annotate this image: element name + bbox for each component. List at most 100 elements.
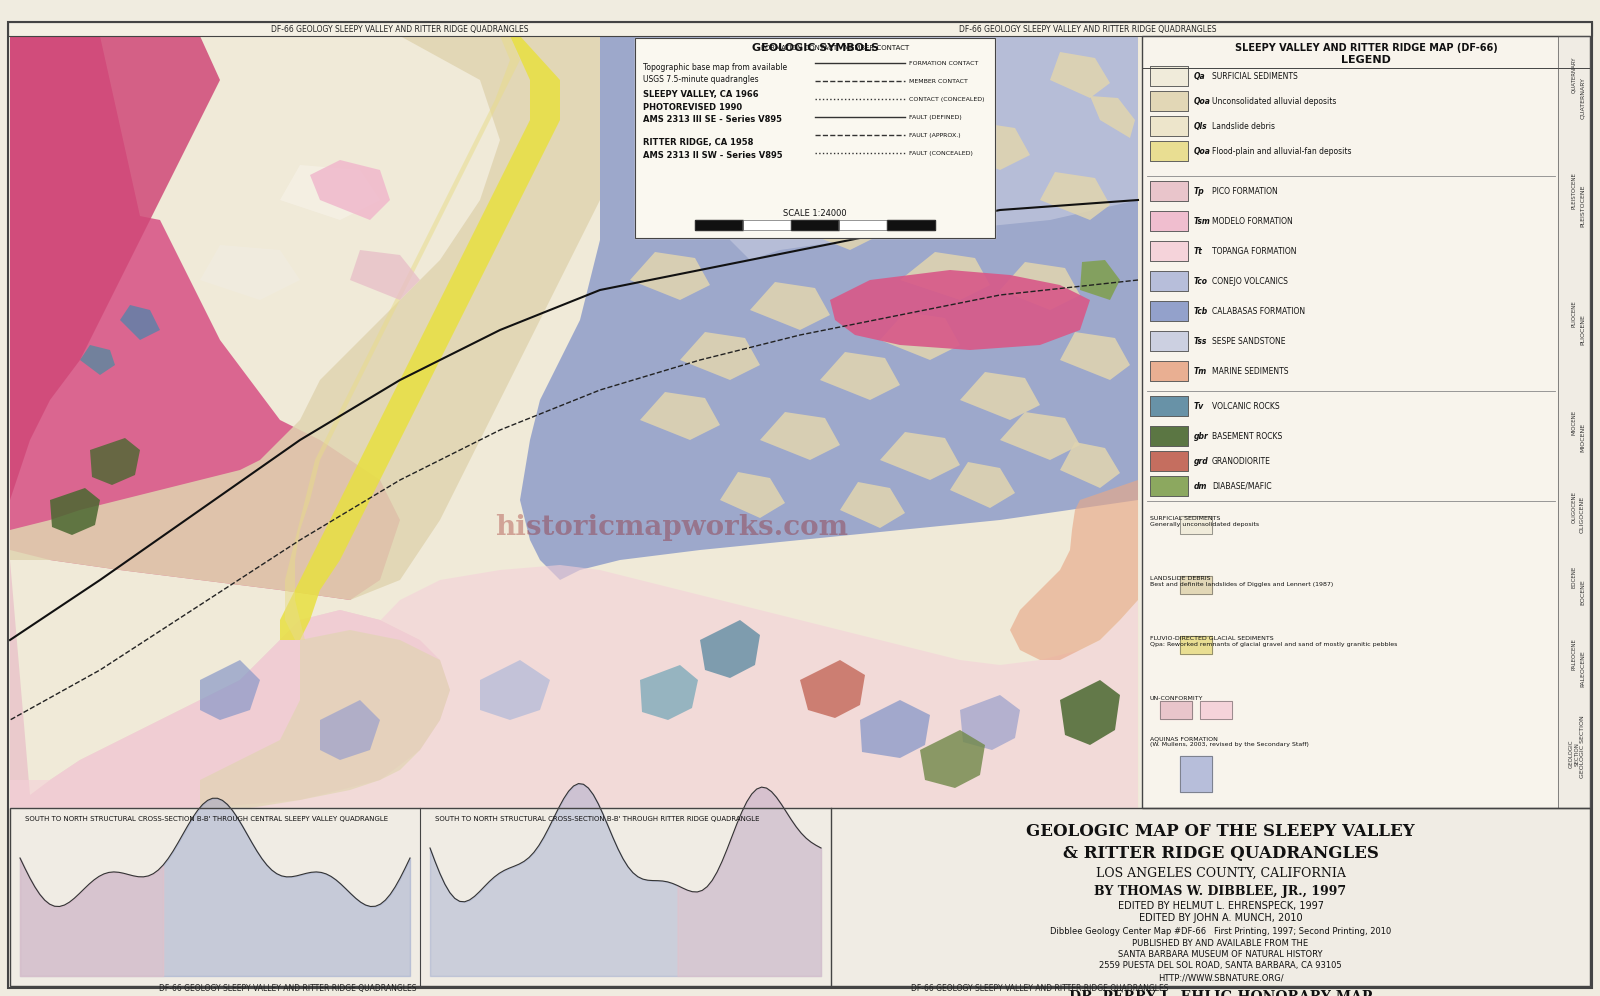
Polygon shape — [730, 36, 1138, 260]
Polygon shape — [661, 172, 739, 220]
Polygon shape — [310, 160, 390, 220]
Text: EOCENE: EOCENE — [1581, 579, 1586, 605]
Text: SURFICIAL SEDIMENTS: SURFICIAL SEDIMENTS — [1213, 72, 1298, 81]
Text: PLIOCENE: PLIOCENE — [1571, 301, 1576, 328]
Bar — [1181, 516, 1213, 534]
Bar — [10, 36, 1138, 808]
Text: PLEISTOCENE: PLEISTOCENE — [1571, 172, 1576, 209]
Text: GEOLOGIC MAP OF THE SLEEPY VALLEY: GEOLOGIC MAP OF THE SLEEPY VALLEY — [1026, 823, 1414, 840]
Polygon shape — [720, 132, 790, 180]
Polygon shape — [830, 270, 1090, 350]
Polygon shape — [520, 36, 1138, 580]
Bar — [1150, 91, 1187, 111]
Polygon shape — [680, 332, 760, 380]
Text: Tm: Tm — [1194, 367, 1208, 375]
Polygon shape — [640, 72, 710, 120]
Polygon shape — [960, 695, 1021, 750]
Polygon shape — [285, 36, 520, 640]
Bar — [1150, 141, 1187, 161]
Bar — [1142, 36, 1590, 808]
Polygon shape — [800, 202, 880, 250]
Text: BY THOMAS W. DIBBLEE, JR., 1997: BY THOMAS W. DIBBLEE, JR., 1997 — [1094, 885, 1347, 898]
Text: Topographic base map from available
USGS 7.5-minute quadrangles: Topographic base map from available USGS… — [643, 63, 787, 84]
Text: TOPANGA FORMATION: TOPANGA FORMATION — [1213, 246, 1296, 256]
Text: EOCENE: EOCENE — [1571, 566, 1576, 588]
Polygon shape — [760, 412, 840, 460]
Text: FAULT (APPROX.): FAULT (APPROX.) — [909, 132, 960, 137]
Bar — [1181, 756, 1213, 792]
Bar — [1160, 701, 1192, 719]
Text: MARINE SEDIMENTS: MARINE SEDIMENTS — [1213, 367, 1288, 375]
Polygon shape — [630, 252, 710, 300]
Text: EDITED BY HELMUT L. EHRENSPECK, 1997: EDITED BY HELMUT L. EHRENSPECK, 1997 — [1117, 901, 1323, 911]
Polygon shape — [350, 250, 419, 300]
Text: Unconsolidated alluvial deposits: Unconsolidated alluvial deposits — [1213, 97, 1336, 106]
Text: Flood-plain and alluvial-fan deposits: Flood-plain and alluvial-fan deposits — [1213, 146, 1352, 155]
Bar — [1142, 36, 1590, 808]
Bar — [838, 220, 886, 230]
Text: MODELO FORMATION: MODELO FORMATION — [1213, 216, 1293, 225]
Text: MIOCENE: MIOCENE — [1581, 423, 1586, 452]
Bar — [694, 220, 742, 230]
Bar — [1150, 331, 1187, 351]
Text: EDITED BY JOHN A. MUNCH, 2010: EDITED BY JOHN A. MUNCH, 2010 — [1139, 913, 1302, 923]
Polygon shape — [320, 700, 381, 760]
Text: FORMATION CONTACT: FORMATION CONTACT — [909, 61, 978, 66]
Text: GEOLOGIC
SECTION: GEOLOGIC SECTION — [1568, 740, 1579, 768]
Bar — [1181, 636, 1213, 654]
Text: grd: grd — [1194, 456, 1208, 465]
Polygon shape — [200, 630, 450, 808]
Polygon shape — [1080, 260, 1120, 300]
Polygon shape — [701, 620, 760, 678]
Text: SOUTH TO NORTH STRUCTURAL CROSS-SECTION B-B' THROUGH RITTER RIDGE QUADRANGLE: SOUTH TO NORTH STRUCTURAL CROSS-SECTION … — [435, 816, 760, 822]
Bar — [1142, 36, 1590, 68]
Bar — [10, 808, 1590, 986]
Polygon shape — [280, 36, 560, 640]
Text: OLIGOCENE: OLIGOCENE — [1581, 496, 1586, 533]
Text: CONTACT (CONCEALED): CONTACT (CONCEALED) — [909, 97, 984, 102]
Text: DF-66 GEOLOGY SLEEPY VALLEY AND RITTER RIDGE QUADRANGLES: DF-66 GEOLOGY SLEEPY VALLEY AND RITTER R… — [160, 983, 416, 992]
Bar — [790, 220, 838, 230]
Bar — [1181, 576, 1213, 594]
Bar — [1181, 756, 1213, 792]
Polygon shape — [1059, 332, 1130, 380]
Polygon shape — [1059, 442, 1120, 488]
Polygon shape — [10, 36, 400, 600]
Text: Tp: Tp — [1194, 186, 1205, 195]
Bar — [790, 220, 838, 230]
Polygon shape — [50, 488, 99, 535]
Text: Dibblee Geology Center Map #DF-66   First Printing, 1997; Second Printing, 2010: Dibblee Geology Center Map #DF-66 First … — [1050, 927, 1390, 936]
Text: QUATERNARY: QUATERNARY — [1581, 77, 1586, 119]
Text: Tt: Tt — [1194, 246, 1203, 256]
Bar — [10, 808, 1590, 986]
Bar — [1150, 241, 1187, 261]
Polygon shape — [880, 312, 960, 360]
Bar — [1150, 451, 1187, 471]
Text: FLUVIO-DIRECTED GLACIAL SEDIMENTS
Qpa: Reworked remnants of glacial gravel and s: FLUVIO-DIRECTED GLACIAL SEDIMENTS Qpa: R… — [1150, 636, 1397, 646]
Text: Tcb: Tcb — [1194, 307, 1208, 316]
Polygon shape — [1059, 680, 1120, 745]
Polygon shape — [840, 482, 906, 528]
Bar — [742, 220, 790, 230]
Bar — [635, 38, 995, 238]
Bar — [694, 220, 742, 230]
Bar — [1150, 476, 1187, 496]
Bar — [1150, 301, 1187, 321]
Text: FAULT (DEFINED): FAULT (DEFINED) — [909, 115, 962, 120]
Bar — [635, 38, 995, 238]
Bar — [1150, 241, 1187, 261]
Polygon shape — [850, 52, 930, 100]
Text: SLEEPY VALLEY AND RITTER RIDGE MAP (DF-66): SLEEPY VALLEY AND RITTER RIDGE MAP (DF-6… — [1235, 43, 1498, 53]
Bar — [1150, 181, 1187, 201]
Bar — [1150, 331, 1187, 351]
Text: LEGEND: LEGEND — [1341, 55, 1390, 65]
Text: LOS ANGELES COUNTY, CALIFORNIA: LOS ANGELES COUNTY, CALIFORNIA — [1096, 867, 1346, 880]
Text: historicmapworks.com: historicmapworks.com — [496, 514, 848, 542]
Bar — [1200, 701, 1232, 719]
Text: SESPE SANDSTONE: SESPE SANDSTONE — [1213, 337, 1285, 346]
Text: PLIOCENE: PLIOCENE — [1581, 314, 1586, 345]
Text: LANDSLIDE DEBRIS
Best and definite landslides of Diggles and Lennert (1987): LANDSLIDE DEBRIS Best and definite lands… — [1150, 576, 1333, 587]
Bar — [886, 220, 934, 230]
Polygon shape — [280, 165, 381, 220]
Polygon shape — [80, 345, 115, 375]
